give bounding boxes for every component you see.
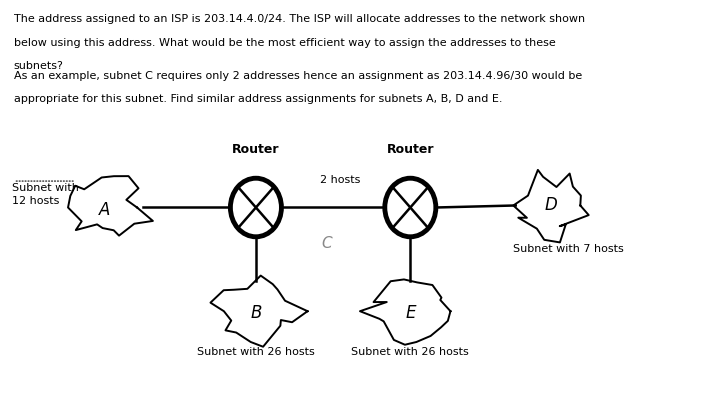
Text: E: E (405, 304, 415, 322)
Text: appropriate for this subnet. Find similar address assignments for subnets A, B, : appropriate for this subnet. Find simila… (13, 95, 502, 105)
Text: 2 hosts: 2 hosts (320, 175, 360, 185)
Text: Subnet with 26 hosts: Subnet with 26 hosts (197, 347, 315, 357)
Polygon shape (68, 176, 153, 236)
Text: Subnet with
12 hosts: Subnet with 12 hosts (12, 183, 79, 206)
Polygon shape (211, 276, 308, 347)
Text: Router: Router (232, 143, 279, 156)
Text: The address assigned to an ISP is 203.14.4.0/24. The ISP will allocate addresses: The address assigned to an ISP is 203.14… (13, 15, 585, 24)
Text: subnets?: subnets? (13, 61, 63, 71)
Text: C: C (321, 236, 332, 251)
Polygon shape (360, 279, 450, 345)
Text: D: D (545, 196, 558, 215)
Text: Subnet with 26 hosts: Subnet with 26 hosts (352, 347, 469, 357)
Text: As an example, subnet C requires only 2 addresses hence an assignment as 203.14.: As an example, subnet C requires only 2 … (13, 71, 582, 81)
Text: Subnet with 7 hosts: Subnet with 7 hosts (513, 244, 623, 254)
Ellipse shape (385, 178, 436, 237)
Polygon shape (513, 170, 588, 242)
Text: B: B (250, 304, 262, 322)
Text: below using this address. What would be the most efficient way to assign the add: below using this address. What would be … (13, 37, 555, 47)
Ellipse shape (230, 178, 281, 237)
Text: A: A (99, 200, 111, 219)
Text: Router: Router (386, 143, 434, 156)
